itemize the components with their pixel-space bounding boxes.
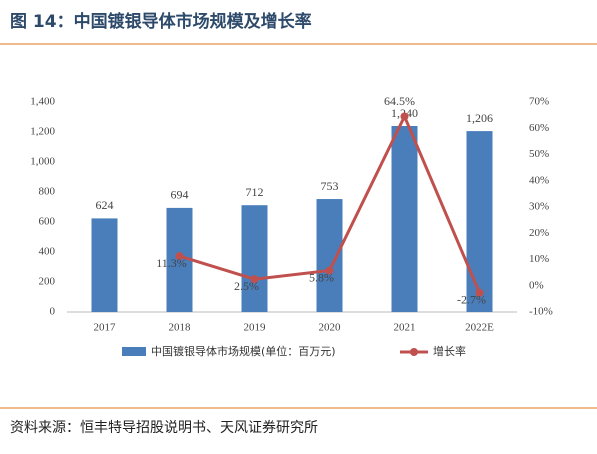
growth-marker [400, 112, 409, 121]
y-tick-label: 1,200 [30, 126, 55, 138]
y-tick-label: 800 [39, 186, 56, 198]
bar [466, 131, 493, 312]
bar [241, 205, 268, 312]
y2-tick-label: -10% [529, 306, 553, 318]
x-tick-label: 2018 [169, 322, 192, 334]
bar [91, 218, 118, 312]
growth-marker [325, 266, 334, 275]
y2-tick-label: 70% [529, 96, 549, 108]
y-tick-label: 1,000 [30, 156, 55, 168]
growth-value-label: 64.5% [384, 94, 415, 108]
y-tick-label: 400 [39, 246, 56, 258]
x-tick-label: 2019 [244, 322, 267, 334]
y2-tick-label: 60% [529, 122, 549, 134]
y-tick-label: 600 [39, 216, 56, 228]
bar-value-label: 624 [96, 198, 114, 212]
growth-value-label: -2.7% [457, 293, 486, 307]
bar-value-label: 1,206 [466, 111, 493, 125]
legend-label: 增长率 [433, 344, 466, 358]
x-tick-label: 2020 [319, 322, 342, 334]
chart-title: 图 14：中国镀银导体市场规模及增长率 [10, 11, 312, 32]
source: 资料来源：恒丰特导招股说明书、天风证券研究所 [10, 420, 318, 436]
y-tick-label: 200 [39, 276, 56, 288]
y2-tick-label: 50% [529, 148, 549, 160]
y2-tick-label: 0% [529, 279, 544, 291]
bar [316, 199, 343, 312]
y-tick-label: 1,400 [30, 96, 55, 108]
growth-value-label: 2.5% [234, 279, 259, 293]
bar-value-label: 712 [246, 185, 264, 199]
x-tick-label: 2021 [394, 322, 416, 334]
growth-marker [475, 288, 484, 297]
x-tick-label: 2022E [465, 322, 494, 334]
y2-tick-label: 30% [529, 201, 549, 213]
bar-value-label: 694 [171, 188, 189, 202]
x-tick-label: 2017 [94, 322, 117, 334]
bar [391, 126, 418, 312]
legend-line-marker [410, 348, 418, 356]
growth-value-label: 5.8% [309, 270, 334, 284]
growth-marker [250, 275, 259, 284]
y-tick-label: 0 [50, 306, 56, 318]
bar-value-label: 753 [321, 179, 339, 193]
growth-value-label: 11.3% [156, 256, 187, 270]
growth-marker [175, 252, 184, 261]
legend-label: 中国镀银导体市场规模(单位：百万元) [151, 344, 336, 358]
y2-tick-label: 40% [529, 174, 549, 186]
legend-bar-swatch [122, 347, 146, 356]
y2-tick-label: 10% [529, 253, 549, 265]
y2-tick-label: 20% [529, 227, 549, 239]
